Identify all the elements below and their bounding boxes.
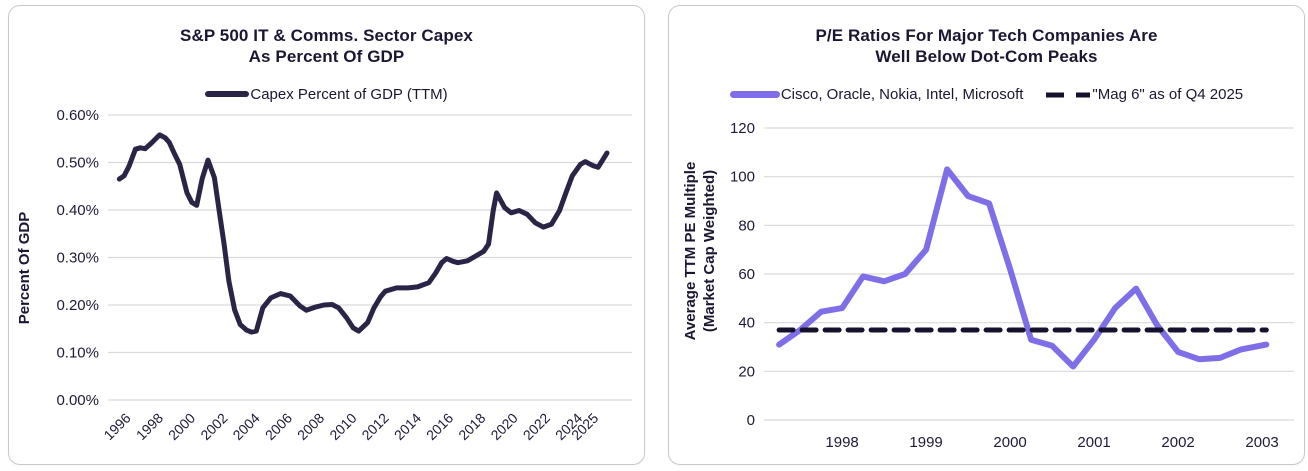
svg-text:20: 20	[738, 363, 755, 380]
svg-text:2022: 2022	[520, 410, 553, 443]
svg-text:2000: 2000	[993, 434, 1026, 451]
svg-text:120: 120	[730, 120, 755, 137]
svg-text:0.10%: 0.10%	[56, 345, 99, 362]
svg-text:2004: 2004	[229, 410, 262, 443]
purple-line-marker-icon	[729, 90, 780, 98]
svg-text:2016: 2016	[423, 410, 456, 443]
dashed-line-marker-icon	[1045, 86, 1091, 103]
svg-text:0.20%: 0.20%	[56, 297, 99, 314]
svg-text:0: 0	[747, 412, 755, 429]
svg-text:80: 80	[738, 217, 755, 234]
svg-text:40: 40	[738, 315, 755, 332]
svg-text:2001: 2001	[1077, 434, 1110, 451]
capex-chart-title-line2: As Percent Of GDP	[248, 47, 405, 66]
svg-text:60: 60	[738, 266, 755, 283]
svg-text:2006: 2006	[262, 410, 295, 443]
svg-text:2014: 2014	[391, 410, 424, 443]
svg-text:1998: 1998	[825, 434, 858, 451]
svg-text:2008: 2008	[294, 410, 327, 443]
svg-text:2000: 2000	[165, 410, 198, 443]
solid-line-marker-icon	[205, 91, 250, 97]
pe-legend: Cisco, Oracle, Nokia, Intel, Microsoft "…	[669, 83, 1304, 105]
svg-text:2012: 2012	[358, 410, 391, 443]
capex-chart-title: S&P 500 IT & Comms. Sector Capex As Perc…	[9, 6, 644, 67]
capex-legend-item: Capex Percent of GDP (TTM)	[205, 85, 448, 103]
svg-text:2018: 2018	[455, 410, 488, 443]
svg-text:1998: 1998	[133, 410, 166, 443]
svg-text:0.50%: 0.50%	[56, 155, 99, 172]
svg-text:2010: 2010	[326, 410, 359, 443]
svg-text:0.30%: 0.30%	[56, 250, 99, 267]
capex-chart-title-line1: S&P 500 IT & Comms. Sector Capex	[180, 26, 473, 45]
svg-text:1999: 1999	[909, 434, 942, 451]
pe-legend-item-companies: Cisco, Oracle, Nokia, Intel, Microsoft	[729, 85, 1024, 103]
pe-legend-item-mag6: "Mag 6" as of Q4 2025	[1045, 86, 1243, 103]
svg-text:0.60%: 0.60%	[56, 107, 99, 124]
pe-legend-label-companies: Cisco, Oracle, Nokia, Intel, Microsoft	[780, 85, 1024, 103]
capex-legend-label: Capex Percent of GDP (TTM)	[250, 85, 448, 103]
pe-plot-area: 0 20 40 60 80 100 120 1998 1999 2000 2001 2002 2003	[669, 101, 1304, 464]
svg-text:2003: 2003	[1245, 434, 1278, 451]
pe-chart-title-line2: Well Below Dot-Com Peaks	[875, 47, 1098, 66]
pe-chart-title: P/E Ratios For Major Tech Companies Are …	[669, 6, 1304, 67]
svg-text:1996: 1996	[100, 410, 133, 443]
capex-legend: Capex Percent of GDP (TTM)	[9, 83, 644, 105]
capex-plot-area: 0.00% 0.10% 0.20% 0.30% 0.40% 0.50% 0.60% 1996 1…	[9, 101, 644, 464]
pe-chart-title-line1: P/E Ratios For Major Tech Companies Are	[815, 26, 1158, 45]
pe-legend-label-mag6: "Mag 6" as of Q4 2025	[1092, 85, 1244, 103]
capex-chart-card: S&P 500 IT & Comms. Sector Capex As Perc…	[8, 5, 645, 465]
svg-text:2020: 2020	[487, 410, 520, 443]
svg-text:0.00%: 0.00%	[56, 392, 99, 409]
svg-text:2002: 2002	[1161, 434, 1194, 451]
svg-text:0.40%: 0.40%	[56, 202, 99, 219]
pe-ratio-chart-card: P/E Ratios For Major Tech Companies Are …	[668, 5, 1305, 465]
svg-text:2002: 2002	[197, 410, 230, 443]
svg-text:100: 100	[730, 169, 755, 186]
